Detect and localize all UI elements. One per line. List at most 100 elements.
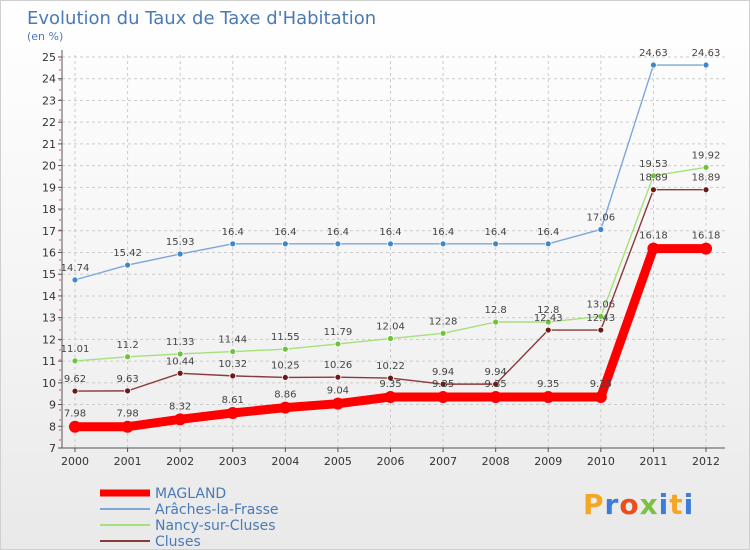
logo-letter: x [639,488,659,521]
x-tick-label: 2002 [166,455,194,468]
data-point [647,242,660,255]
series-ar-ches-la-frasse: 14.74 15.42 15.93 16.4 16.4 16.4 16.4 16.4 16.4 1… [61,48,720,284]
chart-title: Evolution du Taux de Taxe d'Habitation [27,8,376,29]
data-label: 8.61 [222,395,244,406]
x-tick-label: 2006 [377,455,405,468]
data-label: 12.8 [485,305,507,316]
data-label: 9.04 [327,386,349,397]
data-label: 16.4 [274,227,296,238]
x-tick-label: 2001 [114,455,142,468]
data-label: 16.18 [692,231,721,242]
data-point [334,373,342,381]
data-point [334,240,342,248]
data-point [69,420,81,433]
data-label: 16.4 [222,227,244,238]
data-label: 18.89 [639,173,668,184]
data-label: 10.44 [166,356,195,367]
data-point [281,374,289,381]
data-point [650,61,657,69]
legend: MAGLANDArâches-la-FrasseNancy-sur-Cluses… [100,486,279,550]
data-point [387,240,394,248]
data-point [174,413,187,426]
y-tick-label: 8 [49,420,56,433]
y-tick-label: 25 [42,51,56,64]
data-label: 11.33 [166,337,195,348]
logo-letter: P [583,488,605,521]
data-label: 16.4 [379,227,401,238]
data-point [597,326,605,334]
data-point [281,345,289,353]
data-label: 12.43 [587,313,616,324]
data-label: 15.42 [113,248,142,259]
data-point [597,312,605,320]
data-label: 9.35 [432,379,454,390]
data-point [124,387,131,395]
y-tick-label: 10 [42,377,56,390]
x-tick-label: 2005 [324,455,352,468]
data-label: 9.63 [116,374,138,385]
data-point [176,350,184,358]
data-label: 10.26 [324,360,353,371]
data-point [650,186,657,194]
x-tick-label: 2000 [61,455,89,468]
y-tick-label: 16 [42,247,56,260]
data-point [229,240,237,248]
data-point [439,380,447,388]
proxiti-logo: Proxiti [583,488,694,521]
data-label: 11.2 [116,340,138,351]
series-magland: 7.98 7.98 8.32 8.61 8.86 9.04 9.35 9.35 9.35 9.35… [64,231,720,433]
legend-label: Nancy-sur-Cluses [155,518,276,534]
data-label: 9.94 [432,367,454,378]
data-label: 7.98 [64,409,86,420]
data-label: 16.18 [639,231,668,242]
series-nancy-sur-cluses: 11.01 11.2 11.33 11.44 11.55 11.79 12.04 12.28 1… [61,150,721,365]
data-point [176,369,184,377]
y-tick-label: 21 [42,138,56,151]
data-point [544,318,552,326]
data-point [71,387,79,395]
y-tick-label: 13 [42,312,56,325]
y-tick-label: 7 [49,442,56,455]
y-tick-label: 20 [42,160,56,173]
data-label: 10.22 [376,361,405,372]
data-label: 19.53 [639,159,668,170]
y-tick-label: 24 [42,73,56,86]
data-label: 10.32 [218,359,247,370]
data-point [702,163,710,171]
data-point [650,172,657,180]
y-tick-label: 18 [42,203,56,216]
series-cluses: 9.62 9.63 10.44 10.32 10.25 10.26 10.22 9.94 9.9… [64,173,721,395]
data-point [331,397,344,410]
logo-letter: i [658,488,670,521]
data-label: 9.35 [590,379,612,390]
data-point [176,250,184,258]
data-point [594,390,607,403]
data-point [384,390,397,403]
logo-letter: i [683,488,695,521]
data-point [542,390,555,403]
data-label: 18.89 [692,173,721,184]
legend-label: MAGLAND [155,486,226,502]
y-tick-label: 12 [42,333,56,346]
data-label: 9.62 [64,374,86,385]
data-point [700,242,712,255]
data-label: 11.55 [271,332,300,343]
data-point [124,353,131,361]
y-tick-label: 9 [49,399,56,412]
data-point [121,420,134,433]
y-tick-label: 17 [42,225,56,238]
logo-letter: t [669,488,684,521]
data-point [229,372,237,380]
data-point [492,240,500,248]
data-point [439,240,447,248]
legend-label: Arâches-la-Frasse [155,502,279,518]
logo-letter: r [604,488,620,521]
data-label: 8.86 [274,390,296,401]
y-tick-label: 19 [42,181,56,194]
data-label: 19.92 [692,150,721,161]
data-label: 15.93 [166,237,195,248]
data-label: 10.25 [271,360,300,371]
x-tick-label: 2008 [482,455,510,468]
